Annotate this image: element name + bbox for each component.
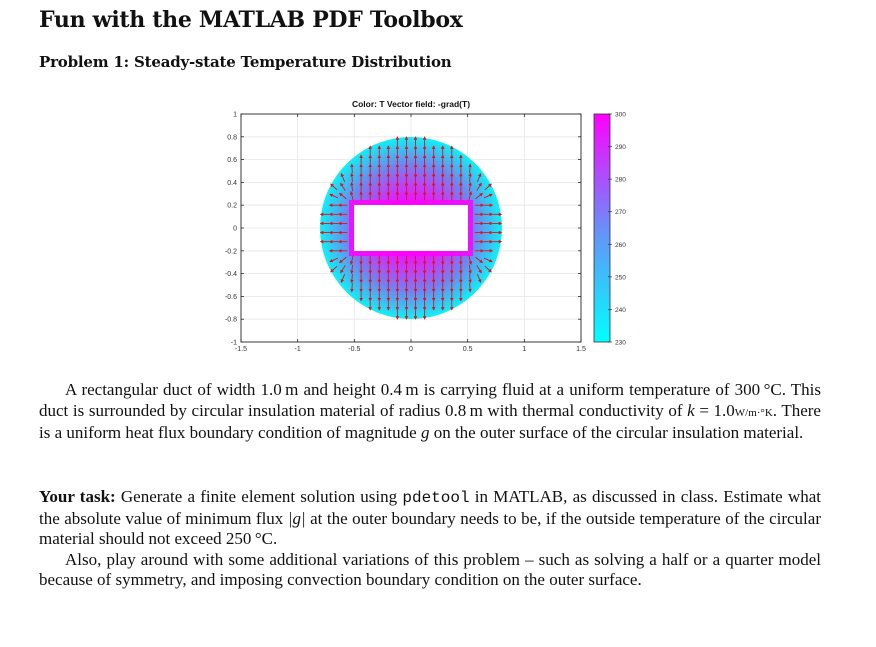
svg-text:0.4: 0.4 (227, 180, 237, 187)
variations-text: Also, play around with some additional v… (39, 549, 821, 590)
svg-text:0: 0 (409, 346, 413, 353)
svg-text:-0.6: -0.6 (225, 294, 237, 301)
section-title: Problem 1: Steady-state Temperature Dist… (39, 53, 452, 71)
task-description: Your task: Generate a finite element sol… (39, 487, 821, 590)
svg-text:1: 1 (522, 346, 526, 353)
var-g: g (420, 423, 430, 442)
svg-text:-0.4: -0.4 (225, 271, 237, 278)
svg-text:0.2: 0.2 (227, 203, 237, 210)
var-k: k (687, 400, 695, 420)
gradient-vector-field (319, 136, 503, 320)
plot-axes: -1.5 -1 -0.5 0 0.5 1 1.510.80.60.40.20-0.2-0.4… (225, 112, 586, 354)
svg-text:260: 260 (615, 242, 626, 249)
temperature-plot: -1.5 -1 -0.5 0 0.5 1 1.510.80.60.40.20-0.2-0.4… (225, 99, 626, 354)
task-label: Your task: (39, 487, 116, 506)
svg-text:240: 240 (615, 307, 626, 314)
svg-text:0.8: 0.8 (227, 134, 237, 141)
units: W/m·°K (734, 406, 773, 419)
problem-description: A rectangular duct of width 1.0 m and he… (39, 380, 821, 442)
svg-text:-1: -1 (231, 340, 237, 347)
code-pdetool: pdetool (402, 489, 470, 507)
svg-text:-0.2: -0.2 (225, 248, 237, 255)
svg-text:-0.5: -0.5 (348, 346, 360, 353)
svg-text:-0.8: -0.8 (225, 317, 237, 324)
svg-text:0.5: 0.5 (463, 346, 473, 353)
svg-text:-1: -1 (295, 346, 301, 353)
svg-text:300: 300 (615, 112, 626, 119)
svg-text:0: 0 (233, 226, 237, 233)
duct-cutout (354, 205, 468, 251)
document-title: Fun with the MATLAB PDF Toolbox (39, 7, 463, 33)
svg-text:230: 230 (615, 340, 626, 347)
var-g-abs: |g| (287, 508, 306, 528)
svg-text:280: 280 (615, 177, 626, 184)
svg-text:-1.5: -1.5 (235, 346, 247, 353)
plot-title: Color: T Vector field: -grad(T) (352, 99, 470, 109)
temperature-field (320, 137, 502, 319)
svg-text:1.5: 1.5 (576, 346, 586, 353)
svg-text:270: 270 (615, 209, 626, 216)
svg-text:1: 1 (233, 112, 237, 119)
svg-text:290: 290 (615, 144, 626, 151)
svg-text:0.6: 0.6 (227, 157, 237, 164)
svg-text:250: 250 (615, 274, 626, 281)
temperature-plot-figure: -1.5 -1 -0.5 0 0.5 1 1.5 1 0.8 0.6 0.4 0.2 0 -0.2 -0.4… (220, 95, 640, 365)
colorbar: 300 290 280 270 260 250 240 230 (593, 112, 626, 347)
